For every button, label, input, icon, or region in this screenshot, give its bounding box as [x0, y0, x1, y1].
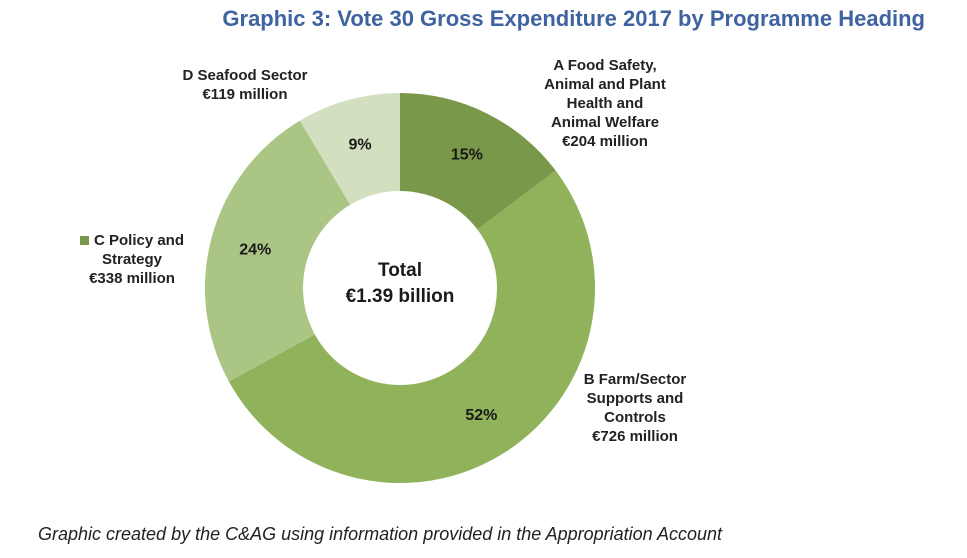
slice-b [228, 170, 595, 483]
legend-marker [79, 236, 89, 245]
slice-amount: €119 million [202, 86, 288, 103]
slice-amount: €338 million [89, 270, 175, 287]
slice-name: A Food Safety, Animal and Plant Health a… [544, 57, 666, 131]
percent-label: 9% [348, 136, 371, 153]
caption: Graphic created by the C&AG using inform… [38, 524, 723, 544]
slice-label-d: D Seafood Sector €119 million [160, 66, 330, 104]
slice-name: D Seafood Sector [182, 67, 308, 84]
percent-label: 24% [239, 242, 271, 259]
center-label: Total [378, 260, 422, 281]
center-label: €1.39 billion [346, 286, 455, 307]
slice-label-a: A Food Safety, Animal and Plant Health a… [520, 56, 690, 151]
percent-label: 52% [465, 407, 497, 424]
slice-c [204, 120, 351, 382]
slice-name: C Policy and Strategy [93, 232, 185, 268]
slice-name: B Farm/Sector Supports and Controls [583, 371, 687, 426]
slice-label-b: B Farm/Sector Supports and Controls €726 … [560, 370, 710, 446]
percent-label: 15% [451, 147, 483, 164]
slice-a [400, 93, 556, 230]
slice-label-c: C Policy and Strategy €338 million [62, 231, 202, 288]
slice-amount: €204 million [562, 133, 648, 150]
chart-title: Graphic 3: Vote 30 Gross Expenditure 201… [222, 6, 925, 31]
slice-d [299, 93, 400, 205]
slice-amount: €726 million [592, 428, 678, 445]
